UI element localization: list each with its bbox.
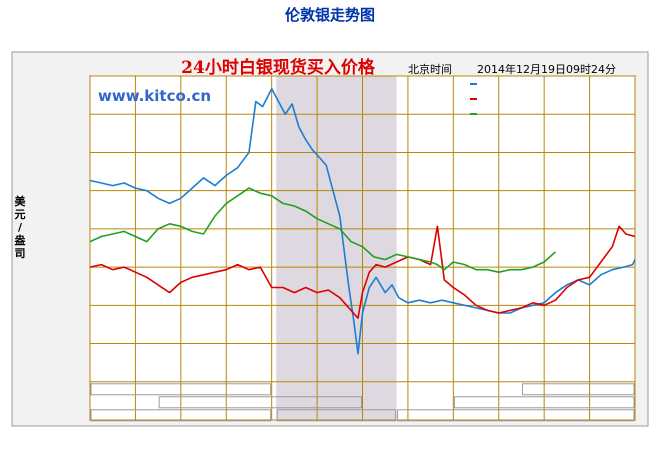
grid — [89, 75, 636, 421]
series-line-3 — [89, 187, 557, 273]
timezone-label: 北京时间 — [408, 62, 452, 76]
series-line-2 — [89, 225, 636, 319]
series-line-1 — [89, 87, 636, 355]
y-axis-title: 美元/盎司 — [15, 194, 27, 260]
market-session-bars — [90, 383, 635, 422]
chart-title: 24小时白银现货买入价格 — [181, 57, 376, 78]
market-bar — [453, 396, 635, 409]
series-lines — [89, 87, 636, 355]
market-bar — [276, 409, 397, 422]
legend — [470, 83, 477, 115]
market-bar — [158, 396, 362, 409]
market-bar — [90, 383, 272, 396]
nymex-shade-rect — [276, 76, 397, 420]
timestamp: 2014年12月19日09时24分 — [477, 62, 616, 76]
market-bar — [397, 409, 635, 422]
watermark: www.kitco.cn — [98, 87, 211, 105]
y-axis-label: 美元/盎司 — [15, 194, 27, 260]
nymex-session-shade — [276, 76, 397, 420]
page-title: 伦敦银走势图 — [284, 6, 375, 24]
market-bar — [521, 383, 635, 396]
market-bar — [90, 409, 272, 422]
